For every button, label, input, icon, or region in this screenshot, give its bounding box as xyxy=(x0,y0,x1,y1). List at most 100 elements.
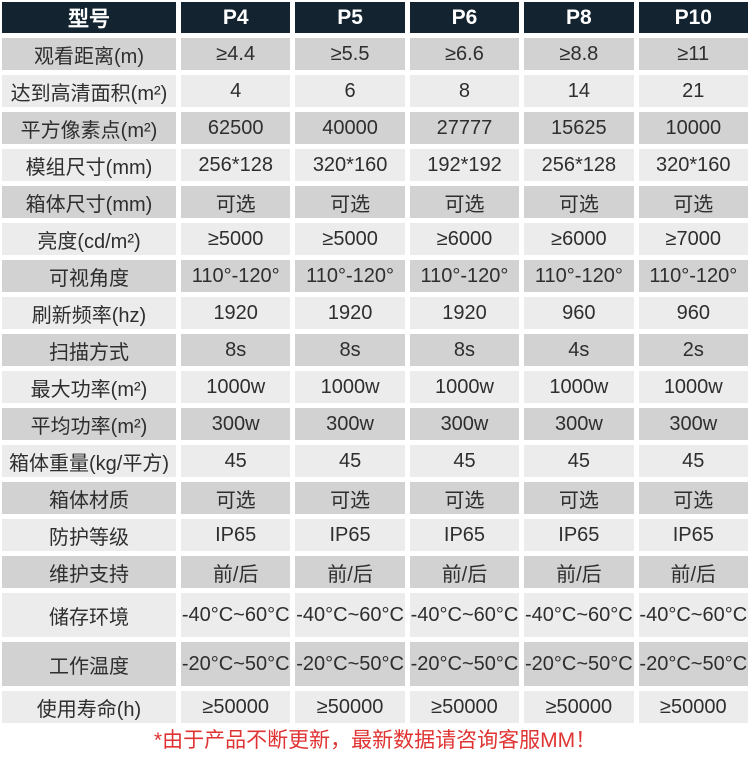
spec-cell: 45 xyxy=(409,445,520,477)
row-label: 使用寿命(h) xyxy=(2,691,176,723)
spec-cell: 45 xyxy=(295,445,405,477)
spec-cell: -40°C~60°C xyxy=(524,593,634,637)
spec-row: 防护等级 IP65 IP65 IP65 IP65 IP65 xyxy=(2,519,748,551)
spec-cell: ≥7000 xyxy=(638,223,748,255)
spec-cell: 960 xyxy=(524,297,634,329)
row-label: 刷新频率(hz) xyxy=(2,297,176,329)
row-label: 防护等级 xyxy=(2,519,176,551)
spec-cell: -20°C~50°C xyxy=(295,642,405,686)
spec-cell: 1000w xyxy=(295,371,405,403)
row-label: 维护支持 xyxy=(2,556,176,588)
spec-cell: IP65 xyxy=(409,519,520,551)
spec-cell: 256*128 xyxy=(524,149,634,181)
spec-cell: 1920 xyxy=(409,297,520,329)
spec-cell: 300w xyxy=(524,408,634,440)
spec-cell: 8s xyxy=(295,334,405,366)
spec-cell: -20°C~50°C xyxy=(524,642,634,686)
row-label: 箱体材质 xyxy=(2,482,176,514)
header-row: 型号 P4 P5 P6 P8 P10 xyxy=(2,2,748,33)
spec-row: 平方像素点(m²) 62500 40000 27777 15625 10000 xyxy=(2,112,748,144)
spec-cell: 960 xyxy=(638,297,748,329)
spec-cell: 1000w xyxy=(181,371,291,403)
spec-cell: 可选 xyxy=(181,482,291,514)
spec-cell: 192*192 xyxy=(409,149,520,181)
spec-cell: 可选 xyxy=(409,482,520,514)
spec-cell: 前/后 xyxy=(409,556,520,588)
spec-cell: 4s xyxy=(524,334,634,366)
spec-cell: 320*160 xyxy=(638,149,748,181)
row-label: 箱体重量(kg/平方) xyxy=(2,445,176,477)
spec-cell: 45 xyxy=(524,445,634,477)
spec-cell: 15625 xyxy=(524,112,634,144)
spec-cell: ≥8.8 xyxy=(524,38,634,70)
spec-cell: -20°C~50°C xyxy=(181,642,291,686)
spec-cell: 45 xyxy=(638,445,748,477)
spec-cell: IP65 xyxy=(638,519,748,551)
spec-cell: IP65 xyxy=(295,519,405,551)
header-col-p10: P10 xyxy=(638,2,748,33)
spec-row: 达到高清面积(m²) 4 6 8 14 21 xyxy=(2,75,748,107)
spec-cell: 8s xyxy=(181,334,291,366)
spec-cell: 前/后 xyxy=(524,556,634,588)
spec-cell: 300w xyxy=(181,408,291,440)
spec-cell: 110°-120° xyxy=(295,260,405,292)
spec-cell: 27777 xyxy=(409,112,520,144)
spec-row: 维护支持 前/后 前/后 前/后 前/后 前/后 xyxy=(2,556,748,588)
spec-cell: 110°-120° xyxy=(638,260,748,292)
spec-cell: 可选 xyxy=(638,186,748,218)
spec-cell: 110°-120° xyxy=(524,260,634,292)
spec-row: 观看距离(m) ≥4.4 ≥5.5 ≥6.6 ≥8.8 ≥11 xyxy=(2,38,748,70)
spec-cell: 110°-120° xyxy=(409,260,520,292)
spec-row: 最大功率(m²) 1000w 1000w 1000w 1000w 1000w xyxy=(2,371,748,403)
spec-cell: ≥5000 xyxy=(295,223,405,255)
row-label: 观看距离(m) xyxy=(2,38,176,70)
spec-cell: 320*160 xyxy=(295,149,405,181)
spec-cell: -40°C~60°C xyxy=(181,593,291,637)
spec-cell: ≥50000 xyxy=(409,691,520,723)
row-label: 亮度(cd/m²) xyxy=(2,223,176,255)
spec-cell: 6 xyxy=(295,75,405,107)
row-label: 箱体尺寸(mm) xyxy=(2,186,176,218)
row-label: 扫描方式 xyxy=(2,334,176,366)
spec-cell: ≥6000 xyxy=(409,223,520,255)
spec-cell: 14 xyxy=(524,75,634,107)
spec-cell: 1920 xyxy=(181,297,291,329)
spec-cell: 可选 xyxy=(638,482,748,514)
spec-cell: -40°C~60°C xyxy=(409,593,520,637)
spec-cell: 8s xyxy=(409,334,520,366)
spec-cell: 8 xyxy=(409,75,520,107)
row-label: 储存环境 xyxy=(2,593,176,637)
spec-cell: 1000w xyxy=(638,371,748,403)
spec-row: 箱体材质 可选 可选 可选 可选 可选 xyxy=(2,482,748,514)
spec-row: 刷新频率(hz) 1920 1920 1920 960 960 xyxy=(2,297,748,329)
header-model-label: 型号 xyxy=(2,2,176,33)
row-label: 模组尺寸(mm) xyxy=(2,149,176,181)
spec-cell: IP65 xyxy=(524,519,634,551)
spec-cell: 可选 xyxy=(181,186,291,218)
spec-cell: ≥5.5 xyxy=(295,38,405,70)
spec-cell: 62500 xyxy=(181,112,291,144)
header-col-p4: P4 xyxy=(181,2,291,33)
row-label: 工作温度 xyxy=(2,642,176,686)
spec-cell: ≥50000 xyxy=(181,691,291,723)
spec-row: 亮度(cd/m²) ≥5000 ≥5000 ≥6000 ≥6000 ≥7000 xyxy=(2,223,748,255)
spec-row: 使用寿命(h) ≥50000 ≥50000 ≥50000 ≥50000 ≥50000 xyxy=(2,691,748,723)
spec-cell: 可选 xyxy=(524,482,634,514)
spec-cell: 可选 xyxy=(295,482,405,514)
spec-cell: IP65 xyxy=(181,519,291,551)
spec-row: 工作温度 -20°C~50°C -20°C~50°C -20°C~50°C -20°C~… xyxy=(2,642,748,686)
spec-cell: 256*128 xyxy=(181,149,291,181)
spec-cell: 可选 xyxy=(524,186,634,218)
row-label: 达到高清面积(m²) xyxy=(2,75,176,107)
header-col-p5: P5 xyxy=(295,2,405,33)
spec-cell: -20°C~50°C xyxy=(638,642,748,686)
row-label: 平均功率(m²) xyxy=(2,408,176,440)
spec-cell: 300w xyxy=(295,408,405,440)
spec-row: 储存环境 -40°C~60°C -40°C~60°C -40°C~60°C -40°C~… xyxy=(2,593,748,637)
spec-table: 型号 P4 P5 P6 P8 P10 观看距离(m) ≥4.4 ≥5.5 ≥6.6 ≥8.8 ≥1… xyxy=(2,2,748,723)
spec-cell: ≥50000 xyxy=(638,691,748,723)
spec-cell: 前/后 xyxy=(181,556,291,588)
spec-cell: 21 xyxy=(638,75,748,107)
row-label: 最大功率(m²) xyxy=(2,371,176,403)
